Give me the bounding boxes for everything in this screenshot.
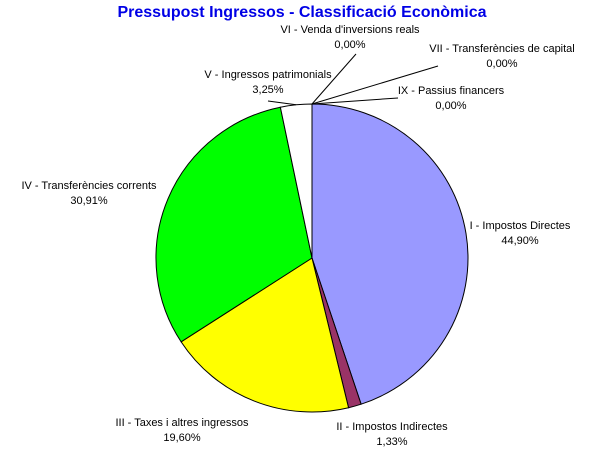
slice-label: VI - Venda d'inversions reals <box>280 24 420 36</box>
slice-labels: I - Impostos Directes 44,90% II - Impostos… <box>21 24 574 448</box>
pie-slice <box>180 257 350 413</box>
slice-label: IX - Passius financers <box>398 85 505 97</box>
pie-slices <box>155 103 469 413</box>
slice-label: I - Impostos Directes <box>470 220 571 232</box>
chart-title: Pressupost Ingressos - Classificació Eco… <box>117 4 487 21</box>
slice-value-label: 0,00% <box>435 100 466 112</box>
slice-label: V - Ingressos patrimonials <box>204 69 332 81</box>
leader-lines <box>267 53 439 106</box>
slice-label: II - Impostos Indirectes <box>336 421 448 433</box>
slice-value-label: 44,90% <box>501 235 539 247</box>
leader-line <box>311 97 399 105</box>
slice-value-label: 30,91% <box>70 195 108 207</box>
pie-slice <box>311 103 469 405</box>
slice-value-label: 0,00% <box>486 58 517 70</box>
slice-label: III - Taxes i altres ingressos <box>115 417 249 429</box>
slice-label: IV - Transferències corrents <box>21 180 157 192</box>
leader-line <box>267 100 297 106</box>
slice-value-label: 3,25% <box>252 84 283 96</box>
leader-line <box>311 53 357 105</box>
slice-label: VII - Transferències de capital <box>429 43 575 55</box>
slice-value-label: 0,00% <box>334 39 365 51</box>
leader-line <box>311 65 439 105</box>
slice-value-label: 1,33% <box>376 436 407 448</box>
pie-slice <box>155 106 313 343</box>
slice-value-label: 19,60% <box>163 432 201 444</box>
